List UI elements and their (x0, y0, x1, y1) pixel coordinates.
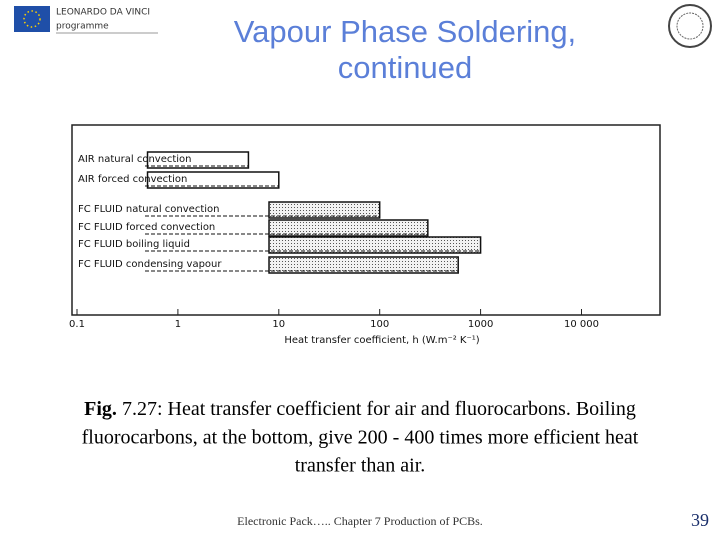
category-label: AIR forced convection (78, 174, 187, 185)
caption: fluorocarbons, at the bottom, give 200 -… (82, 427, 639, 449)
eu-flag (14, 6, 50, 32)
seal-inner (676, 12, 704, 40)
range-bar (268, 219, 429, 237)
x-tick-label: 100 (370, 319, 389, 330)
range-bar (146, 171, 280, 189)
category-label: FC FLUID natural convection (78, 204, 219, 215)
caption: transfer than air. (295, 455, 426, 477)
footer: Electronic Pack….. Chapter 7 Production … (237, 514, 483, 528)
chart: Heat transfer coefficient, h (W.m⁻² K⁻¹)… (69, 124, 661, 346)
range-bar (268, 236, 482, 254)
category-label: FC FLUID forced convection (78, 222, 215, 233)
range-bar (268, 256, 459, 274)
x-tick-label: 10 000 (564, 319, 599, 330)
caption-text: 7.27: Heat transfer coefficient for air … (117, 398, 636, 420)
logo-text: programme (56, 22, 109, 32)
x-axis-label: Heat transfer coefficient, h (W.m⁻² K⁻¹) (284, 335, 479, 346)
x-tick-label: 0.1 (69, 319, 85, 330)
seal (668, 4, 712, 48)
x-tick-label: 10 (272, 319, 285, 330)
category-label: AIR natural convection (78, 154, 192, 165)
caption-label: Fig. (84, 398, 117, 420)
plot-frame (71, 124, 661, 316)
eu-stars (23, 10, 41, 28)
title: Vapour Phase Soldering, (234, 14, 576, 49)
category-label: FC FLUID boiling liquid (78, 239, 190, 250)
caption: Fig. 7.27: Heat transfer coefficient for… (84, 398, 636, 420)
logo-text: LEONARDO DA VINCI (56, 8, 150, 18)
range-bar (146, 151, 250, 169)
x-tick-label: 1 (175, 319, 181, 330)
category-label: FC FLUID condensing vapour (78, 259, 222, 270)
title: continued (338, 50, 472, 85)
x-tick-label: 1000 (468, 319, 493, 330)
range-bar (268, 201, 381, 219)
page-number: 39 (691, 510, 709, 530)
